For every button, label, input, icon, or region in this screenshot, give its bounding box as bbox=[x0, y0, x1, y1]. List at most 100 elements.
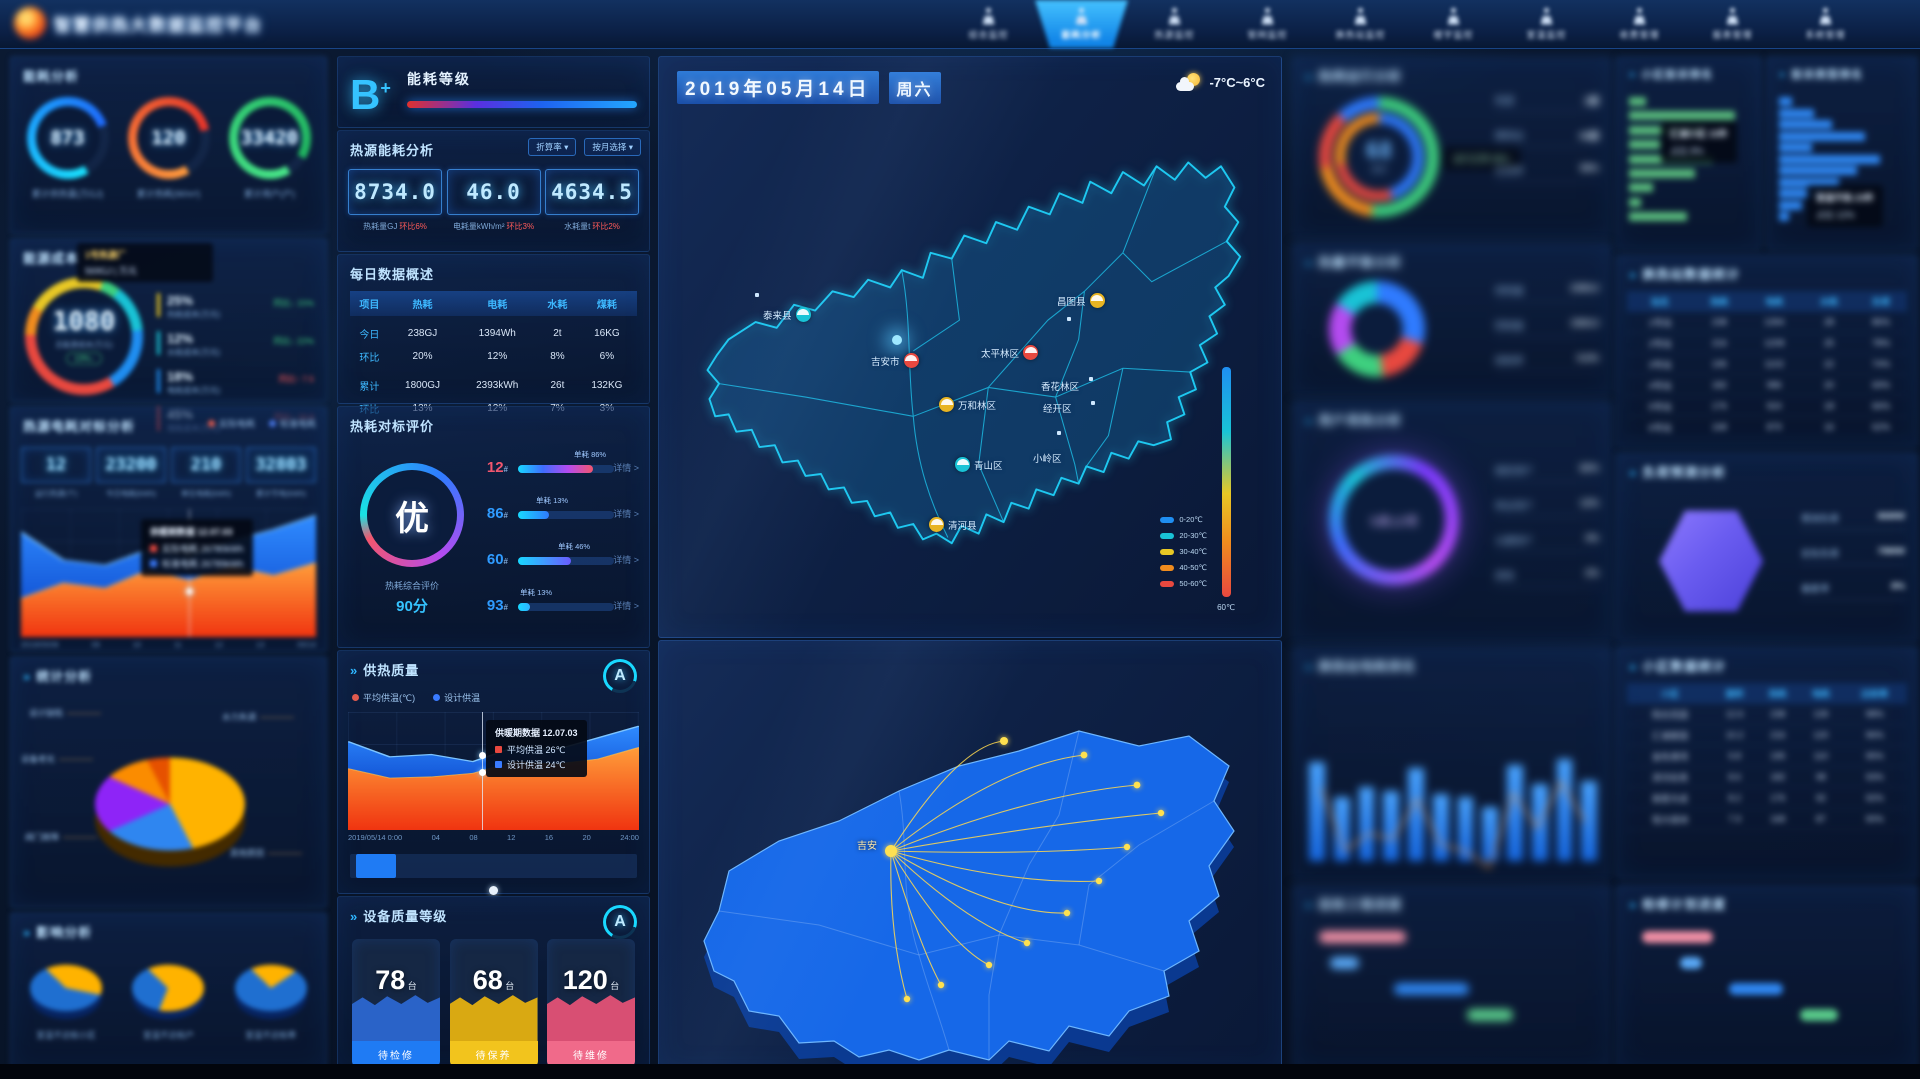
table-row: 1号站 238 1394 28 86% bbox=[1627, 312, 1907, 333]
quality-grade-badge[interactable]: A bbox=[603, 659, 637, 693]
impact-pie-chart[interactable] bbox=[132, 964, 205, 1012]
nav-icon-body bbox=[1261, 15, 1274, 25]
table-cell: 78% bbox=[1855, 332, 1907, 354]
table-cell: 924 bbox=[1745, 395, 1804, 417]
table-cell: 66% bbox=[1855, 395, 1907, 417]
map-marker[interactable]: 香花林区 bbox=[1041, 379, 1079, 393]
panel-title: 能源成本 bbox=[23, 251, 80, 266]
map-marker[interactable]: 泰来县 bbox=[763, 307, 811, 322]
panel-power-benchmark: 热源电耗对标分析 实际电耗 标准电耗 12 运行热源(个) 23200 今日电耗(kWh… bbox=[10, 406, 327, 652]
detail-link[interactable]: 详情 > bbox=[613, 601, 639, 611]
temperature-legend-item[interactable]: 40-50℃ bbox=[1160, 563, 1207, 572]
detail-link[interactable]: 详情 > bbox=[613, 463, 639, 473]
impact-pies: 室温不达标小区 室温不达标户 室温不达标率 bbox=[11, 945, 326, 1041]
power-area-chart[interactable]: 供暖期数据 12.07.03 实际电耗 26780kWh 标准电耗 26789kWh bbox=[21, 509, 316, 637]
panel-title: 能耗分析 bbox=[23, 69, 80, 84]
district-map[interactable] bbox=[659, 99, 1281, 599]
table-cell: 5号站 bbox=[1627, 395, 1694, 417]
map-marker[interactable]: 清河县 bbox=[929, 517, 977, 532]
device-card[interactable]: 78 台待检修 bbox=[352, 939, 440, 1067]
map-marker[interactable]: 青山区 bbox=[955, 457, 1003, 472]
chart-zoom-slider[interactable] bbox=[350, 854, 637, 878]
nav-item-5[interactable]: 楼宇监控 bbox=[1407, 0, 1500, 48]
nav-item-7[interactable]: 收费管理 bbox=[1593, 0, 1686, 48]
nav-item-8[interactable]: 报表管理 bbox=[1686, 0, 1779, 48]
flight-line-map[interactable] bbox=[659, 655, 1281, 1065]
logo-icon bbox=[14, 7, 46, 39]
legend-item[interactable]: 平均供温(℃) bbox=[352, 691, 415, 704]
impact-pie-chart[interactable] bbox=[234, 964, 307, 1012]
stat-value: 210 bbox=[171, 447, 241, 483]
table-cell: 16KG bbox=[594, 328, 620, 339]
table-cell: 恒大绿洲 bbox=[1627, 808, 1714, 830]
nav-item-1[interactable]: 能耗分析 bbox=[1035, 0, 1128, 48]
legend-item[interactable]: 实际电耗 bbox=[207, 417, 255, 430]
device-card[interactable]: 68 台待保养 bbox=[449, 939, 538, 1067]
weather-widget: -7°C~6°C bbox=[1176, 73, 1265, 91]
nav-item-0[interactable]: 综合监控 bbox=[942, 0, 1035, 48]
nav-item-6[interactable]: 室温监控 bbox=[1500, 0, 1593, 48]
gantt-bar bbox=[1466, 1009, 1513, 1021]
cost-legend-item[interactable]: 25% 热耗成本(万元) 同比↓ 15% bbox=[157, 293, 314, 320]
cost-donut-chart[interactable]: 1080 总能源成本(万元) 13%↓ bbox=[25, 277, 143, 395]
device-card-label: 待维修 bbox=[547, 1041, 635, 1067]
district-label: 清河县 bbox=[948, 520, 977, 532]
zoom-slider-handle[interactable] bbox=[356, 854, 396, 878]
map-marker[interactable]: 吉安市 bbox=[871, 353, 919, 368]
stat-row-item: 其他 2% bbox=[1495, 568, 1599, 587]
balance-donut-chart[interactable] bbox=[1329, 281, 1425, 377]
impact-pie-label: 室温不达标率 bbox=[245, 1030, 297, 1040]
legend-item[interactable]: 设计供温 bbox=[433, 691, 480, 704]
cost-legend-item[interactable]: 12% 水耗成本(万元) 同比↓ 22% bbox=[157, 331, 314, 358]
temperature-legend-item[interactable]: 30-40℃ bbox=[1160, 547, 1207, 556]
load-hexagon-chart[interactable] bbox=[1659, 510, 1763, 612]
rating-row-number: 60# bbox=[486, 551, 508, 568]
map-marker[interactable]: 万和林区 bbox=[939, 397, 996, 412]
detail-link[interactable]: 详情 > bbox=[613, 509, 639, 519]
nav-item-2[interactable]: 热源监控 bbox=[1128, 0, 1221, 48]
map-marker[interactable]: 小岭区 bbox=[1033, 451, 1062, 465]
table-cell: 176 bbox=[1756, 787, 1800, 809]
run-donut-chart[interactable]: 68 良好 bbox=[1319, 97, 1439, 217]
cost-legend-item[interactable]: 18% 电耗成本(万元) 同比↑ 7.5 bbox=[157, 369, 314, 396]
impact-pie-chart[interactable] bbox=[30, 964, 103, 1012]
map-marker[interactable]: 太平林区 bbox=[981, 345, 1039, 360]
device-grade-badge[interactable]: A bbox=[603, 905, 637, 939]
temperature-legend-item[interactable]: 50-60℃ bbox=[1160, 579, 1207, 588]
device-card[interactable]: 120 台待维修 bbox=[547, 939, 635, 1067]
nav-item-9[interactable]: 系统管理 bbox=[1779, 0, 1872, 48]
nav-item-4[interactable]: 换热站监控 bbox=[1314, 0, 1407, 48]
table-cell: 2号站 bbox=[1627, 332, 1694, 354]
chart-tooltip: 汇诚小区 15件 占比 8% bbox=[1661, 121, 1737, 163]
nav-icon-body bbox=[1354, 15, 1367, 25]
gauge-row: 873 累计供热量(万GJ) 120 累计热耗(W/m²) 33420 累计用户(户) bbox=[11, 89, 326, 200]
table-cell: 25 bbox=[1803, 332, 1856, 354]
table-cell: 8% bbox=[550, 351, 565, 362]
legend-item[interactable]: 标准电耗 bbox=[268, 417, 316, 430]
h-bar bbox=[1629, 183, 1653, 193]
stat-row-item: 公建用户 4% bbox=[1495, 533, 1599, 552]
temperature-legend-item[interactable]: 0-20℃ bbox=[1160, 515, 1207, 524]
ring-gauge[interactable]: 33420 bbox=[228, 97, 311, 179]
pager-dot[interactable] bbox=[489, 886, 498, 895]
quality-area-chart[interactable]: 供暖期数据 12.07.03 平均供温 26℃ 设计供温 24℃ bbox=[348, 712, 639, 830]
energy-value: 4634.5 bbox=[545, 169, 639, 215]
filter-button-1[interactable]: 按月选择 ▾ bbox=[584, 138, 641, 156]
user-ring-chart[interactable]: 5类12项 bbox=[1329, 455, 1459, 585]
ring-gauge[interactable]: 120 bbox=[127, 97, 210, 179]
nav-icon-body bbox=[982, 15, 995, 25]
stat-pie-chart[interactable] bbox=[95, 729, 245, 879]
rating-row-number: 12# bbox=[486, 459, 508, 476]
nav-item-3[interactable]: 管网监控 bbox=[1221, 0, 1314, 48]
filter-button-0[interactable]: 折算率 ▾ bbox=[528, 138, 577, 156]
temperature-legend-item[interactable]: 20-30℃ bbox=[1160, 531, 1207, 540]
h-bar bbox=[1629, 140, 1661, 150]
temperature-max-label: 60℃ bbox=[1217, 603, 1235, 612]
blue-bar-chart[interactable] bbox=[1779, 97, 1905, 221]
ring-gauge[interactable]: 873 bbox=[26, 97, 109, 179]
map-marker[interactable]: 经开区 bbox=[1043, 401, 1072, 415]
detail-link[interactable]: 详情 > bbox=[613, 555, 639, 565]
run-stat-rows: 热源 2座 换热站 46座 在线率 98% bbox=[1495, 93, 1599, 182]
map-marker[interactable]: 昌图县 bbox=[1057, 293, 1105, 308]
